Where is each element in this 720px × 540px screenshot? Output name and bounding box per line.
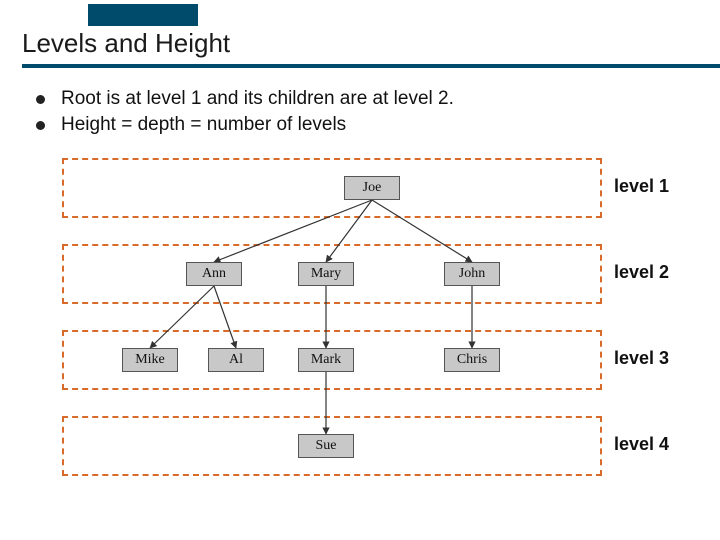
level-label-4: level 4: [614, 434, 684, 455]
edge-ann-mike: [150, 286, 214, 348]
level-label-2: level 2: [614, 262, 684, 283]
bullet-icon: [36, 121, 45, 130]
edge-ann-al: [214, 286, 236, 348]
list-item: Height = depth = number of levels: [36, 114, 684, 136]
level-label-1: level 1: [614, 176, 684, 197]
accent-block: [88, 4, 198, 26]
edge-joe-john: [372, 200, 472, 262]
slide-title: Levels and Height: [22, 28, 230, 59]
bullet-list: Root is at level 1 and its children are …: [36, 88, 684, 140]
list-item: Root is at level 1 and its children are …: [36, 88, 684, 110]
level-label-3: level 3: [614, 348, 684, 369]
bullet-text: Root is at level 1 and its children are …: [61, 88, 454, 110]
slide-header: Levels and Height: [0, 0, 720, 72]
tree-diagram: JoeAnnMaryJohnMikeAlMarkChrisSue level 1…: [62, 158, 680, 522]
tree-edges: [62, 158, 602, 518]
bullet-text: Height = depth = number of levels: [61, 114, 346, 136]
bullet-icon: [36, 95, 45, 104]
title-underline: [22, 64, 720, 68]
